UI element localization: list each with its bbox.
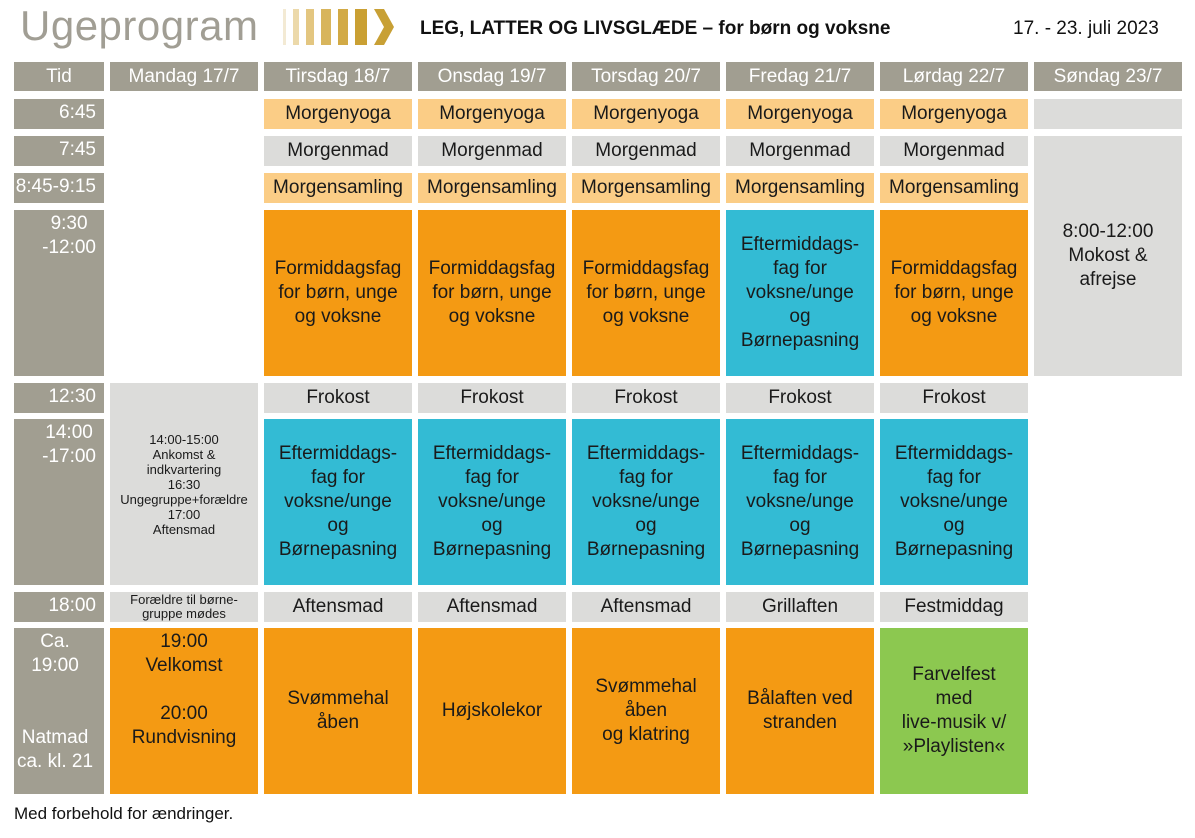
column-header-saturday: Lørdag 22/7 xyxy=(880,62,1028,91)
monday-arrival: 14:00-15:00 Ankomst & indkvartering 16:3… xyxy=(110,383,258,585)
sunday-empty-slot xyxy=(1034,99,1182,129)
page-header: Ugeprogram LEG, LATTER OG LIVSGLÆDE – fo… xyxy=(0,0,1195,55)
time-slot-0745: 7:45 xyxy=(14,136,104,166)
friday-yoga: Morgenyoga xyxy=(726,99,874,129)
friday-breakfast: Morgenmad xyxy=(726,136,874,166)
tuesday-yoga: Morgenyoga xyxy=(264,99,412,129)
saturday-breakfast: Morgenmad xyxy=(880,136,1028,166)
sunday-brunch-departure: 8:00-12:00 Mokost & afrejse xyxy=(1034,136,1182,376)
wednesday-yoga: Morgenyoga xyxy=(418,99,566,129)
wednesday-lunch: Frokost xyxy=(418,383,566,413)
saturday-afternoon-classes: Eftermiddags- fag for voksne/unge og Bør… xyxy=(880,419,1028,585)
wednesday-assembly: Morgensamling xyxy=(418,173,566,203)
friday-dinner: Grillaften xyxy=(726,592,874,622)
time-slot-1400: 14:00 -17:00 xyxy=(14,419,104,585)
monday-parents-meeting: Forældre til børne- gruppe mødes xyxy=(110,592,258,622)
saturday-assembly: Morgensamling xyxy=(880,173,1028,203)
chevron-bars-icon xyxy=(283,9,394,45)
program-subtitle: LEG, LATTER OG LIVSGLÆDE – for børn og v… xyxy=(420,18,891,39)
page-title: Ugeprogram xyxy=(20,2,259,49)
time-slot-0645: 6:45 xyxy=(14,99,104,129)
wednesday-afternoon-classes: Eftermiddags- fag for voksne/unge og Bør… xyxy=(418,419,566,585)
tuesday-afternoon-classes: Eftermiddags- fag for voksne/unge og Bør… xyxy=(264,419,412,585)
saturday-yoga: Morgenyoga xyxy=(880,99,1028,129)
column-header-tuesday: Tirsdag 18/7 xyxy=(264,62,412,91)
wednesday-morning-classes: Formiddagsfag for børn, unge og voksne xyxy=(418,210,566,376)
tuesday-lunch: Frokost xyxy=(264,383,412,413)
thursday-breakfast: Morgenmad xyxy=(572,136,720,166)
saturday-dinner: Festmiddag xyxy=(880,592,1028,622)
time-slot-0845: 8:45-9:15 xyxy=(14,173,104,203)
date-range: 17. - 23. juli 2023 xyxy=(1013,18,1159,39)
tuesday-breakfast: Morgenmad xyxy=(264,136,412,166)
thursday-yoga: Morgenyoga xyxy=(572,99,720,129)
tuesday-dinner: Aftensmad xyxy=(264,592,412,622)
wednesday-evening: Højskolekor xyxy=(418,628,566,794)
column-header-wednesday: Onsdag 19/7 xyxy=(418,62,566,91)
saturday-farewell-party: Farvelfest med live-musik v/ »Playlisten… xyxy=(880,628,1028,794)
wednesday-dinner: Aftensmad xyxy=(418,592,566,622)
thursday-afternoon-classes: Eftermiddags- fag for voksne/unge og Bør… xyxy=(572,419,720,585)
column-header-friday: Fredag 21/7 xyxy=(726,62,874,91)
thursday-assembly: Morgensamling xyxy=(572,173,720,203)
thursday-dinner: Aftensmad xyxy=(572,592,720,622)
time-slot-0930: 9:30 -12:00 xyxy=(14,210,104,376)
saturday-lunch: Frokost xyxy=(880,383,1028,413)
footer-disclaimer: Med forbehold for ændringer. xyxy=(14,804,234,823)
thursday-lunch: Frokost xyxy=(572,383,720,413)
thursday-morning-classes: Formiddagsfag for børn, unge og voksne xyxy=(572,210,720,376)
friday-afternoon-classes: Eftermiddags- fag for voksne/unge og Bør… xyxy=(726,419,874,585)
monday-evening: 19:00 Velkomst 20:00 Rundvisning xyxy=(110,628,258,794)
time-slot-1800: 18:00 xyxy=(14,592,104,622)
tuesday-evening: Svømmehal åben xyxy=(264,628,412,794)
time-slot-1900: Ca. 19:00 Natmad ca. kl. 21 xyxy=(14,628,104,794)
wednesday-breakfast: Morgenmad xyxy=(418,136,566,166)
friday-assembly: Morgensamling xyxy=(726,173,874,203)
column-header-monday: Mandag 17/7 xyxy=(110,62,258,91)
column-header-thursday: Torsdag 20/7 xyxy=(572,62,720,91)
tuesday-assembly: Morgensamling xyxy=(264,173,412,203)
thursday-evening: Svømmehal åben og klatring xyxy=(572,628,720,794)
time-slot-1230: 12:30 xyxy=(14,383,104,413)
friday-evening: Bålaften ved stranden xyxy=(726,628,874,794)
saturday-morning-classes: Formiddagsfag for børn, unge og voksne xyxy=(880,210,1028,376)
friday-morning-classes: Eftermiddags- fag for voksne/unge og Bør… xyxy=(726,210,874,376)
column-header-time: Tid xyxy=(14,62,104,91)
tuesday-morning-classes: Formiddagsfag for børn, unge og voksne xyxy=(264,210,412,376)
friday-lunch: Frokost xyxy=(726,383,874,413)
column-header-sunday: Søndag 23/7 xyxy=(1034,62,1182,91)
